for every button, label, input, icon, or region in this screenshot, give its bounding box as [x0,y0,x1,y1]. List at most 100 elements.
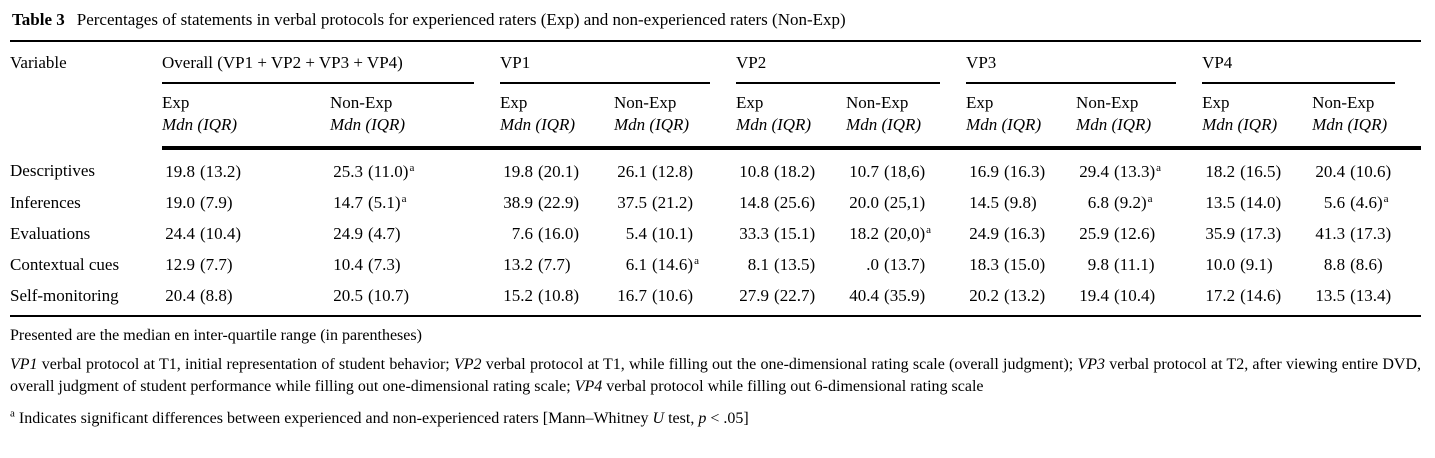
footnote-text: verbal protocol while filling out 6-dime… [602,378,984,396]
value-cell: 19.4 (10.4) [1076,281,1203,318]
iqr-value: (9.2) [1114,193,1147,213]
footnote-text: verbal protocol at T1, while filling out… [481,356,1078,374]
median-value: 19.8 [503,162,534,182]
iqr-value: (7.9) [200,193,233,213]
value-cell: 37.5 (21.2) [614,188,736,219]
median-value: 7.6 [511,224,534,244]
median-value: 20.2 [969,286,1000,306]
statistic-label: Mdn (IQR) [846,115,922,135]
rater-type-label: Exp [736,93,764,112]
iqr-value: (13.7) [884,255,926,275]
value-cell: 19.0 (7.9) [162,188,330,219]
median-value: 14.5 [969,193,1000,213]
column-group-label: VP4 [1202,53,1396,84]
median-value: 38.9 [503,193,534,213]
median-value: 26.1 [617,162,648,182]
value-cell: 26.1 (12.8) [614,148,736,188]
median-value: 37.5 [617,193,648,213]
significance-marker: a [694,254,699,267]
significance-marker: a [401,192,407,205]
rater-type-label: Non-Exp [1076,93,1139,112]
median-value: 6.8 [1087,193,1110,213]
variable-cell: Inferences [10,193,81,213]
iqr-value: (16.3) [1004,162,1046,182]
value-cell: 7.6 (16.0) [500,219,614,250]
value-cell: 8.8 (8.6) [1312,250,1421,281]
median-value: 35.9 [1205,224,1236,244]
iqr-value: (10.6) [652,286,694,306]
iqr-value: (7.7) [200,255,233,275]
iqr-value: (25.6) [774,193,816,213]
median-value: .0 [866,255,880,275]
footnote-text: verbal protocol at T1, initial represent… [37,356,454,374]
median-value: 13.5 [1205,193,1236,213]
median-value: 20.5 [333,286,363,306]
iqr-value: (11.1) [1114,255,1155,275]
table-row: Evaluations 24.4 (10.4) 24.9 (4.7) 7.6 (16.0) 5… [10,219,1421,250]
median-value: 14.7 [333,193,363,213]
rater-type-label: Exp [966,93,994,112]
iqr-value: (7.7) [538,255,571,275]
significance-marker: a [926,223,931,236]
median-value: 19.0 [165,193,195,213]
median-value: 14.8 [739,193,770,213]
rater-type-label: Exp [162,93,190,112]
median-value: 20.0 [849,193,880,213]
iqr-value: (8.6) [1350,255,1383,275]
subcolumn-header-2-nonexp: Non-Exp Mdn (IQR) [846,84,967,151]
table-body: Descriptives 19.8 (13.2) 25.3 (11.0)a 19.8 (20… [10,148,1422,318]
iqr-value: (4.7) [368,224,401,244]
iqr-value: (10.6) [1350,162,1392,182]
value-cell: 13.2 (7.7) [500,250,614,281]
group-header-row: Variable Overall (VP1 + VP2 + VP3 + VP4) V… [10,41,1421,84]
median-value: 5.6 [1323,193,1346,213]
median-value: 33.3 [739,224,770,244]
value-cell: 17.2 (14.6) [1202,281,1313,318]
statistic-label: Mdn (IQR) [162,115,238,135]
iqr-value: (17.3) [1240,224,1282,244]
iqr-value: (14.6) [1240,286,1282,306]
median-value: 13.2 [503,255,534,275]
value-cell: .0 (13.7) [846,250,966,281]
subcolumn-header-4-exp: Exp Mdn (IQR) [1202,84,1313,151]
median-value: 19.8 [165,162,195,182]
median-value: 19.4 [1079,286,1110,306]
iqr-value: (16.5) [1240,162,1282,182]
value-cell: 18.3 (15.0) [966,250,1076,281]
median-value: 10.4 [333,255,363,275]
italic-term: VP2 [453,356,482,374]
value-cell: 25.9 (12.6) [1076,219,1202,250]
table-footnotes: Presented are the median en inter-quarti… [10,325,1421,430]
value-cell: 40.4 (35.9) [846,281,967,318]
footnote-presented: Presented are the median en inter-quarti… [10,327,422,345]
median-value: 10.8 [739,162,770,182]
value-cell: 27.9 (22.7) [736,281,847,318]
footnote-vp-definitions: VP1 verbal protocol at T1, initial repre… [10,354,1421,398]
statistic-label: Mdn (IQR) [1202,115,1278,135]
value-cell: 14.7 (5.1)a [330,188,500,219]
iqr-value: (9.1) [1240,255,1273,275]
value-cell: 33.3 (15.1) [736,219,846,250]
iqr-value: (14.6) [652,255,694,275]
column-group-label: Overall (VP1 + VP2 + VP3 + VP4) [162,53,475,84]
value-cell: 16.7 (10.6) [614,281,737,318]
column-group-header-0: Overall (VP1 + VP2 + VP3 + VP4) [162,41,500,84]
table-title: Table 3 Percentages of statements in verb… [12,10,1421,30]
value-cell: 16.9 (16.3) [966,148,1076,188]
statistic-label: Mdn (IQR) [1076,115,1152,135]
median-value: 25.3 [333,162,363,182]
rater-type-label: Non-Exp [846,93,909,112]
value-cell: 13.5 (14.0) [1202,188,1312,219]
iqr-value: (25,1) [884,193,926,213]
italic-term: VP1 [10,356,38,374]
table-head: Variable Overall (VP1 + VP2 + VP3 + VP4) V… [10,41,1422,151]
value-cell: 14.8 (25.6) [736,188,846,219]
statistic-label: Mdn (IQR) [1312,115,1388,135]
median-value: 16.7 [617,286,648,306]
value-cell: 41.3 (17.3) [1312,219,1421,250]
value-cell: 29.4 (13.3)a [1076,148,1202,188]
column-group-header-4: VP4 [1202,41,1421,84]
rater-type-label: Exp [1202,93,1230,112]
value-cell: 10.8 (18.2) [736,148,846,188]
median-value: 16.9 [969,162,1000,182]
